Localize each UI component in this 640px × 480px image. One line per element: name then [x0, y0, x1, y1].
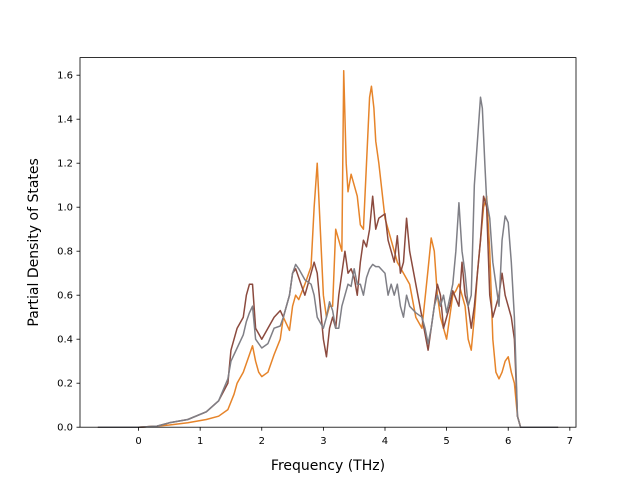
- plot-area: [80, 57, 576, 428]
- y-tick-label: 0.4: [57, 335, 73, 346]
- axes-frame: [79, 57, 577, 428]
- y-tick-label: 0.2: [57, 379, 73, 390]
- y-tick-label: 0.0: [57, 423, 73, 434]
- pdos-series-line-3: [97, 96, 559, 428]
- pdos-series-line-2: [97, 195, 559, 428]
- x-axis: 0 1 2 3 4 5 6 7: [135, 427, 573, 447]
- y-tick-label: 0.8: [57, 247, 73, 258]
- x-tick-label: 1: [197, 436, 203, 447]
- x-tick-label: 2: [259, 436, 265, 447]
- x-tick-label: 4: [382, 436, 388, 447]
- x-tick-label: 6: [505, 436, 511, 447]
- y-axis-label: Partial Density of States: [26, 158, 42, 326]
- x-tick-label: 3: [320, 436, 326, 447]
- y-tick-label: 1.6: [57, 71, 73, 82]
- y-tick-label: 1.0: [57, 203, 73, 214]
- x-axis-label: Frequency (THz): [271, 458, 385, 474]
- x-tick-label: 7: [567, 436, 573, 447]
- x-tick-label: 5: [443, 436, 449, 447]
- x-tick-label: 0: [135, 436, 141, 447]
- y-tick-label: 0.6: [57, 291, 73, 302]
- y-tick-label: 1.4: [57, 115, 73, 126]
- y-tick-label: 1.2: [57, 159, 73, 170]
- series-layer: [97, 70, 559, 428]
- y-axis: 0.0 0.2 0.4 0.6 0.8 1.0 1.2 1.4 1.6: [57, 71, 80, 434]
